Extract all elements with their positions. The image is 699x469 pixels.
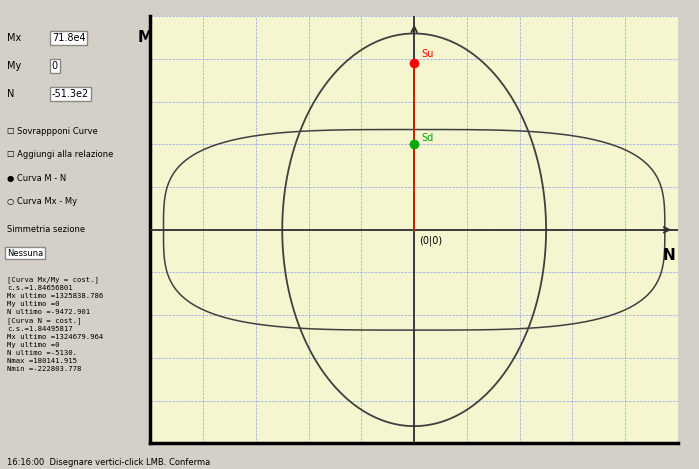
Text: ☐ Sovrappponi Curve: ☐ Sovrappponi Curve [7, 127, 98, 136]
Text: N: N [663, 248, 675, 263]
Text: -51.3e2: -51.3e2 [52, 89, 89, 99]
Text: (0|0): (0|0) [419, 235, 442, 246]
Text: Nessuna: Nessuna [7, 249, 43, 257]
Text: Sd: Sd [421, 133, 433, 144]
Text: [Curva Mx/My = cost.]
c.s.=1.84656801
Mx ultimo =1325838.786
My ultimo =0
N ulti: [Curva Mx/My = cost.] c.s.=1.84656801 Mx… [7, 277, 103, 372]
Text: Simmetria sezione: Simmetria sezione [7, 225, 85, 234]
Text: 16:16:00  Disegnare vertici-click LMB. Conferma: 16:16:00 Disegnare vertici-click LMB. Co… [7, 458, 210, 467]
Text: ● Curva M - N: ● Curva M - N [7, 174, 66, 182]
Text: 0: 0 [52, 61, 58, 71]
Text: ○ Curva Mx - My: ○ Curva Mx - My [7, 197, 77, 206]
Text: Su: Su [421, 49, 433, 59]
Text: My: My [7, 61, 21, 71]
Text: ☐ Aggiungi alla relazione: ☐ Aggiungi alla relazione [7, 150, 113, 159]
Text: 71.8e4: 71.8e4 [52, 33, 85, 43]
Text: M: M [138, 30, 153, 45]
Text: Mx: Mx [7, 33, 21, 43]
Text: N: N [7, 89, 14, 99]
